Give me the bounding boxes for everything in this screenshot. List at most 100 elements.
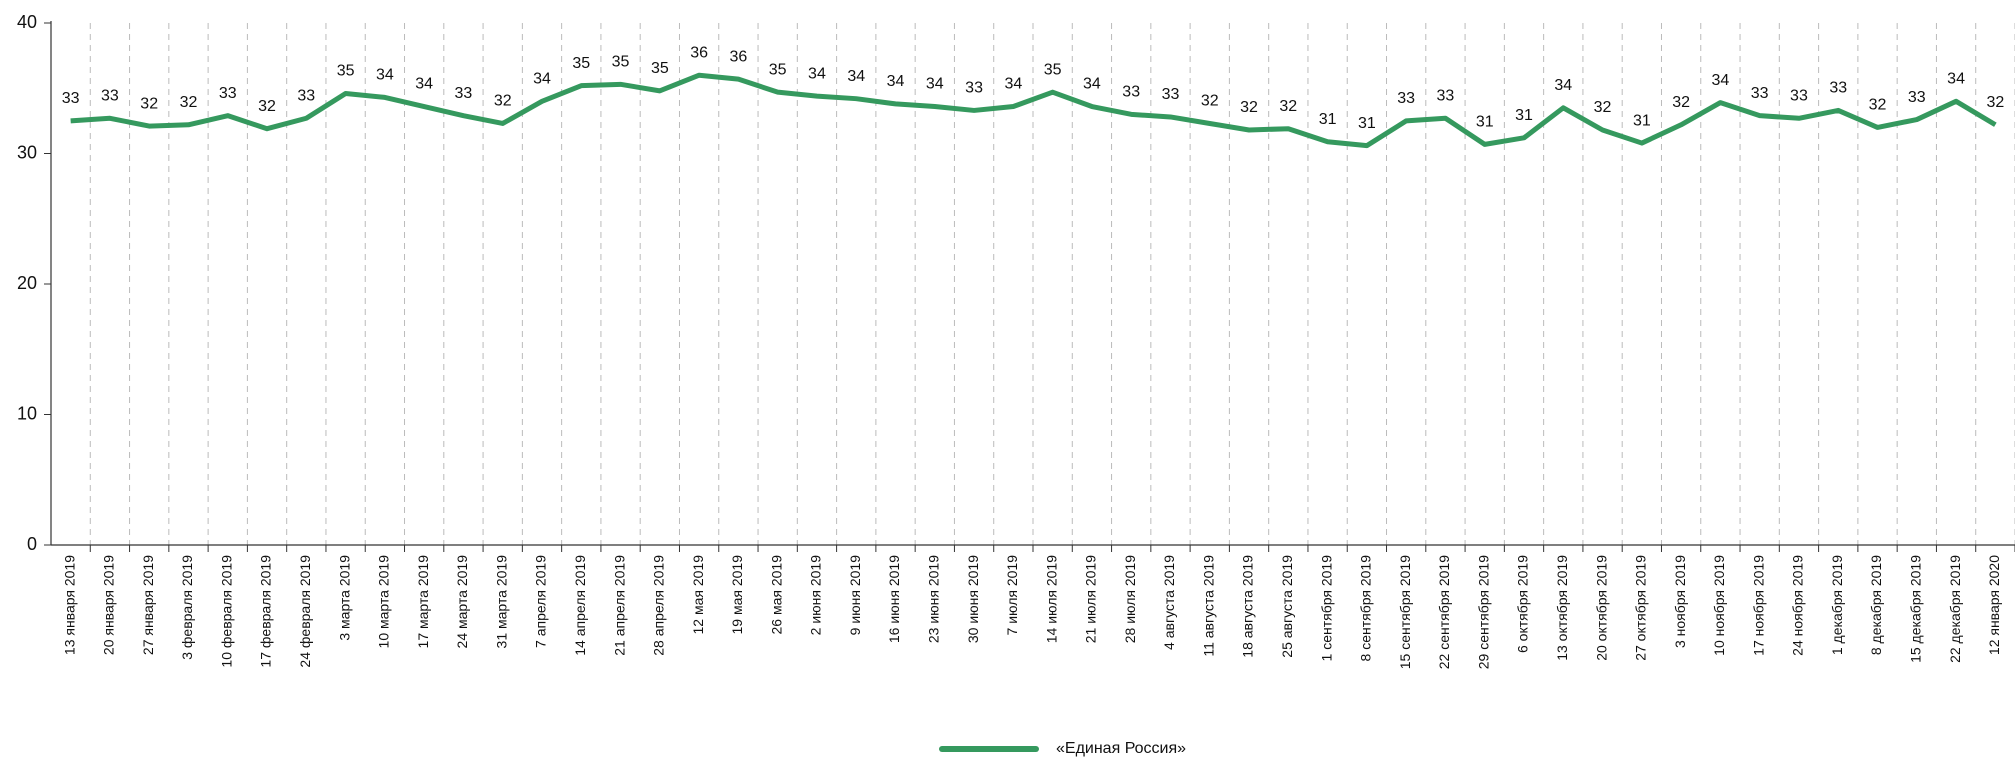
y-tick-label: 20: [17, 273, 37, 293]
x-tick-label: 24 февраля 2019: [297, 555, 313, 668]
data-label: 31: [1319, 111, 1337, 128]
data-label: 35: [1044, 61, 1062, 78]
data-label: 34: [533, 71, 551, 88]
x-tick-label: 7 июля 2019: [1004, 555, 1020, 636]
x-tick-label: 20 октября 2019: [1593, 555, 1609, 661]
data-label: 36: [690, 44, 708, 61]
data-label: 34: [1004, 76, 1022, 93]
data-label: 34: [1947, 71, 1965, 88]
x-tick-label: 13 октября 2019: [1554, 555, 1570, 661]
y-tick-label: 30: [17, 142, 37, 162]
data-label: 33: [1829, 80, 1847, 97]
x-tick-label: 10 февраля 2019: [218, 555, 234, 668]
x-tick-label: 12 мая 2019: [690, 555, 706, 635]
data-label: 34: [808, 65, 826, 82]
data-label: 33: [1908, 89, 1926, 106]
data-label: 32: [1240, 99, 1258, 116]
data-label: 33: [297, 87, 315, 104]
data-label: 32: [180, 94, 198, 111]
data-label: 32: [1279, 98, 1297, 115]
data-label: 35: [337, 63, 355, 80]
y-tick-label: 0: [27, 534, 37, 554]
data-label: 32: [258, 98, 276, 115]
x-tick-label: 25 августа 2019: [1279, 555, 1295, 658]
data-label: 32: [1672, 94, 1690, 111]
x-tick-label: 28 июля 2019: [1122, 555, 1138, 643]
x-tick-label: 9 июня 2019: [847, 555, 863, 636]
data-label: 33: [1790, 87, 1808, 104]
data-label: 33: [62, 90, 80, 107]
x-tick-label: 17 марта 2019: [415, 555, 431, 649]
data-label: 33: [1437, 87, 1455, 104]
data-label: 33: [965, 80, 983, 97]
data-label: 33: [101, 87, 119, 104]
x-tick-label: 12 января 2020: [1986, 555, 2002, 655]
legend-label: «Единая Россия»: [1056, 740, 1186, 757]
series-line: [70, 72, 1997, 149]
x-tick-label: 1 декабря 2019: [1829, 555, 1845, 655]
x-tick-label: 16 июня 2019: [886, 555, 902, 643]
data-label: 33: [1397, 90, 1415, 107]
x-tick-label: 21 апреля 2019: [611, 555, 627, 656]
x-tick-label: 13 января 2019: [61, 555, 77, 655]
x-tick-label: 14 апреля 2019: [572, 555, 588, 656]
x-tick-label: 10 марта 2019: [376, 555, 392, 649]
data-label: 34: [1712, 72, 1730, 89]
x-tick-label: 19 мая 2019: [729, 555, 745, 635]
data-label: 34: [376, 67, 394, 84]
data-label: 32: [140, 95, 158, 112]
x-tick-label: 11 августа 2019: [1200, 555, 1216, 657]
data-label: 33: [455, 85, 473, 102]
y-tick-label: 10: [17, 403, 37, 423]
x-tick-label: 24 марта 2019: [454, 555, 470, 649]
x-tick-label: 14 июля 2019: [1043, 555, 1059, 643]
data-label: 32: [1594, 99, 1612, 116]
x-tick-label: 26 мая 2019: [768, 555, 784, 635]
data-label: 32: [1869, 97, 1887, 114]
x-tick-label: 10 ноября 2019: [1711, 555, 1727, 656]
y-tick-label: 40: [17, 12, 37, 32]
data-label: 33: [1751, 85, 1769, 102]
data-label: 34: [847, 68, 865, 85]
x-tick-label: 6 октября 2019: [1515, 555, 1531, 653]
x-tick-label: 24 ноября 2019: [1790, 555, 1806, 656]
x-tick-label: 8 декабря 2019: [1868, 555, 1884, 655]
data-label: 31: [1476, 114, 1494, 131]
x-tick-label: 30 июня 2019: [965, 555, 981, 643]
data-label: 35: [612, 54, 630, 71]
data-label: 36: [730, 48, 748, 65]
data-label: 35: [651, 60, 669, 77]
data-label: 35: [572, 55, 590, 72]
x-tick-label: 3 февраля 2019: [179, 555, 195, 660]
x-tick-label: 23 июня 2019: [926, 555, 942, 643]
x-tick-label: 7 апреля 2019: [533, 555, 549, 648]
data-label: 34: [926, 76, 944, 93]
x-tick-label: 21 июля 2019: [1083, 555, 1099, 643]
x-tick-label: 20 января 2019: [101, 555, 117, 655]
data-label: 34: [415, 76, 433, 93]
data-label: 34: [1083, 76, 1101, 93]
x-tick-label: 22 декабря 2019: [1947, 555, 1963, 663]
data-label: 33: [1162, 86, 1180, 103]
x-tick-label: 15 декабря 2019: [1908, 555, 1924, 663]
data-label: 33: [1122, 84, 1140, 101]
data-label: 32: [1201, 93, 1219, 110]
data-label: 31: [1515, 107, 1533, 124]
x-tick-label: 31 марта 2019: [493, 555, 509, 649]
x-tick-label: 29 сентября 2019: [1475, 555, 1491, 669]
x-tick-label: 18 августа 2019: [1240, 555, 1256, 658]
data-label: 32: [1986, 94, 2004, 111]
data-label: 31: [1633, 112, 1651, 129]
data-label: 35: [769, 61, 787, 78]
x-tick-label: 15 сентября 2019: [1397, 555, 1413, 669]
x-tick-label: 3 марта 2019: [336, 555, 352, 641]
x-tick-label: 27 января 2019: [140, 555, 156, 655]
data-label: 33: [219, 85, 237, 102]
x-tick-label: 4 августа 2019: [1161, 555, 1177, 650]
x-tick-label: 2 июня 2019: [808, 555, 824, 636]
x-tick-label: 1 сентября 2019: [1318, 555, 1334, 662]
data-label: 34: [887, 73, 905, 90]
x-tick-label: 27 октября 2019: [1633, 555, 1649, 661]
data-label: 31: [1358, 115, 1376, 132]
